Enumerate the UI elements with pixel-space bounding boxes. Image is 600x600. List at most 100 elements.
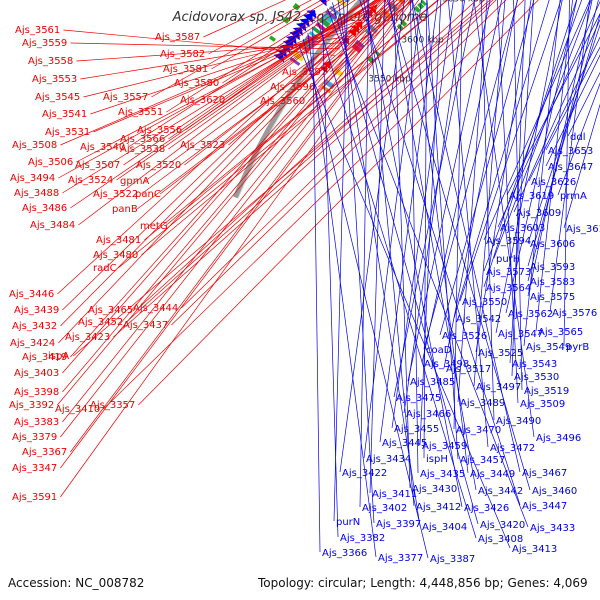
reverse-gene-label: Ajs_3509 bbox=[520, 399, 565, 410]
forward-label-leader bbox=[168, 0, 379, 150]
forward-gene-label: Ajs_3580 bbox=[174, 78, 219, 89]
forward-label-leader bbox=[318, 0, 409, 88]
reverse-label-leader bbox=[393, 0, 475, 398]
reverse-label-leader bbox=[312, 26, 321, 553]
reverse-gene-label: ddl bbox=[570, 132, 585, 143]
reverse-gene-label: Ajs_3420 bbox=[480, 520, 525, 531]
gc-marker bbox=[292, 2, 301, 11]
reverse-label-leader bbox=[337, 0, 421, 527]
forward-label-leader bbox=[144, 0, 395, 182]
accession-value: NC_008782 bbox=[75, 576, 145, 590]
forward-label-leader bbox=[126, 0, 485, 323]
reverse-gene-label: Ajs_3442 bbox=[478, 486, 523, 497]
forward-gene-label: Ajs_3419 bbox=[22, 352, 67, 363]
forward-label-leader bbox=[203, 0, 287, 38]
length-label: Length: bbox=[370, 576, 416, 590]
reverse-gene-label: Ajs_3576 bbox=[552, 308, 597, 319]
reverse-label-leader bbox=[493, 0, 592, 259]
forward-gene-label: Ajs_3444 bbox=[133, 303, 178, 314]
reverse-label-leader bbox=[545, 54, 600, 167]
reverse-label-leader bbox=[523, 0, 561, 347]
reverse-label-leader bbox=[410, 0, 419, 474]
reverse-gene-label: Ajs_3594 bbox=[486, 236, 531, 247]
forward-label-leader bbox=[330, 0, 406, 73]
gc-marker bbox=[420, 0, 427, 6]
reverse-gene-label: Ajs_3426 bbox=[464, 503, 509, 514]
reverse-label-leader bbox=[505, 0, 578, 314]
reverse-gene-label: Ajs_3562 bbox=[508, 309, 553, 320]
forward-label-leader bbox=[123, 0, 371, 166]
reverse-gene-label: Ajs_3397 bbox=[376, 519, 421, 530]
topology-label: Topology: bbox=[258, 576, 315, 590]
forward-label-leader bbox=[138, 0, 539, 406]
forward-label-leader bbox=[141, 0, 403, 195]
reverse-gene-label: Ajs_3519 bbox=[524, 386, 569, 397]
reverse-label-leader bbox=[545, 46, 600, 151]
reverse-gene-label: Ajs_3485 bbox=[410, 377, 455, 388]
reverse-gene-label: Ajs_3422 bbox=[342, 468, 387, 479]
forward-gene-label: Ajs_3524 bbox=[68, 175, 113, 186]
forward-gene-label: panC bbox=[135, 189, 161, 200]
reverse-gene-label: Ajs_3550 bbox=[462, 297, 507, 308]
forward-label-leader bbox=[60, 0, 420, 498]
topology-value: circular bbox=[317, 576, 363, 590]
reverse-gene-label: Ajs_3430 bbox=[412, 484, 457, 495]
gc-marker bbox=[400, 19, 408, 27]
reverse-label-leader bbox=[332, 2, 479, 525]
reverse-label-leader bbox=[423, 0, 428, 459]
tick-label: 3650 kbp bbox=[442, 0, 485, 5]
reverse-label-leader bbox=[483, 0, 583, 272]
tick-label: 3550 kbp bbox=[368, 75, 411, 85]
reverse-gene-label: Ajs_3496 bbox=[536, 433, 581, 444]
reverse-gene-label: Ajs_3467 bbox=[522, 468, 567, 479]
forward-gene-label: Ajs_3520 bbox=[136, 160, 181, 171]
gc-marker bbox=[396, 23, 404, 31]
reverse-label-leader bbox=[511, 0, 526, 377]
reverse-gene-label: Ajs_3647 bbox=[548, 162, 593, 173]
reverse-gene-label: Ajs_3411 bbox=[372, 489, 417, 500]
forward-gene-label: Ajs_3480 bbox=[93, 250, 138, 261]
reverse-label-leader bbox=[475, 0, 532, 353]
reverse-label-leader bbox=[567, 71, 600, 137]
reverse-gene-label: Ajs_3449 bbox=[470, 469, 515, 480]
accession-text: Accession: NC_008782 bbox=[8, 576, 144, 590]
reverse-gene-label: pyrB bbox=[566, 342, 589, 353]
reverse-label-leader bbox=[497, 0, 519, 404]
reverse-gene-arrow bbox=[292, 27, 304, 36]
forward-gene-label: Ajs_3506 bbox=[28, 157, 73, 168]
forward-gene-label: Ajs_3410 bbox=[55, 404, 100, 415]
accession-label: Accession: bbox=[8, 576, 72, 590]
forward-gene-label: Ajs_3432 bbox=[12, 321, 57, 332]
reverse-label-leader bbox=[473, 0, 535, 438]
reverse-gene-label: Ajs_3466 bbox=[406, 409, 451, 420]
reverse-label-leader bbox=[447, 0, 489, 448]
cog-category-block bbox=[404, 0, 407, 1]
reverse-gene-label: Ajs_3517 bbox=[446, 364, 491, 375]
reverse-label-leader bbox=[549, 0, 591, 313]
forward-gene-label: Ajs_3582 bbox=[160, 49, 205, 60]
reverse-gene-arrow bbox=[286, 35, 297, 45]
reverse-label-leader bbox=[513, 18, 600, 213]
forward-gene-label: Ajs_3484 bbox=[30, 220, 75, 231]
forward-gene-label: Ajs_3556 bbox=[137, 125, 182, 136]
forward-gene-label: metG bbox=[140, 221, 168, 232]
reverse-gene-label: Ajs_3435 bbox=[420, 469, 465, 480]
reverse-gene-label: purH bbox=[496, 254, 520, 265]
reverse-gene-label: Ajs_3434 bbox=[366, 454, 411, 465]
reverse-gene-label: Ajs_3626 bbox=[531, 177, 576, 188]
forward-label-leader bbox=[62, 0, 395, 393]
forward-gene-label: Ajs_3591 bbox=[12, 492, 57, 503]
reverse-label-leader bbox=[363, 0, 463, 508]
reverse-gene-label: ispH bbox=[426, 454, 448, 465]
forward-label-leader bbox=[185, 0, 370, 131]
reverse-gene-label: Ajs_3433 bbox=[530, 523, 575, 534]
cog-category-block bbox=[325, 9, 337, 20]
forward-label-leader bbox=[62, 0, 382, 311]
forward-gene-label: Ajs_3403 bbox=[14, 368, 59, 379]
reverse-gene-label: Ajs_3412 bbox=[416, 502, 461, 513]
forward-label-leader bbox=[208, 0, 312, 55]
genes-value: 4,069 bbox=[553, 576, 588, 590]
forward-gene-label: Ajs_3523 bbox=[180, 140, 225, 151]
reverse-gene-label: Ajs_3542 bbox=[456, 314, 501, 325]
